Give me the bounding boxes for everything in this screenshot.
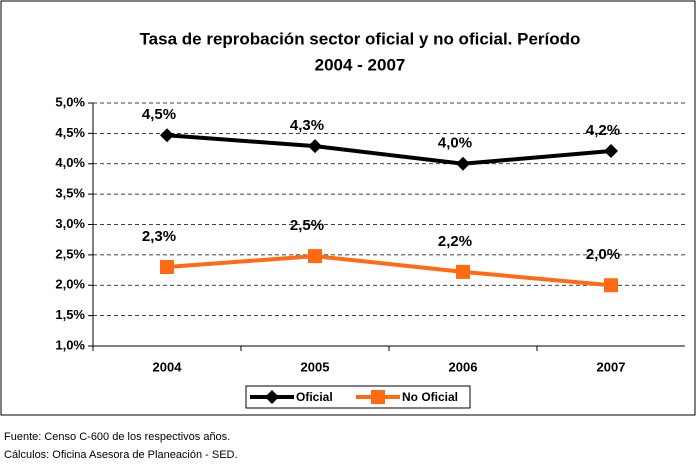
point [160,260,174,275]
source-note: Fuente: Censo C-600 de los respectivos a… [4,431,230,443]
data-label: 2,0% [586,246,620,263]
data-label: 4,3% [290,117,324,134]
y-tick-label: 1,0% [55,337,85,352]
chart-title: 2004 - 2007 [315,55,406,74]
data-label: 4,5% [142,106,176,123]
chart-title: Tasa de reprobación sector oficial y no … [140,29,581,48]
y-tick-label: 2,0% [55,277,85,292]
y-tick-label: 3,0% [55,216,85,231]
point [160,128,174,143]
data-label: 4,2% [586,122,620,139]
point [308,139,322,154]
x-tick-label: 2005 [301,359,330,374]
y-tick-label: 4,0% [55,155,85,170]
data-label: 4,0% [438,135,472,152]
source-note: Cálculos: Oficina Asesora de Planeación … [4,449,238,461]
legend-label: Oficial [296,390,333,404]
y-tick-label: 5,0% [55,94,85,109]
series-line [166,254,612,288]
x-tick-label: 2004 [153,359,183,374]
y-tick-label: 2,5% [55,246,85,261]
x-tick-label: 2007 [597,359,626,374]
x-tick-label: 2006 [449,359,478,374]
point [456,156,470,171]
point [604,143,618,158]
point [308,249,322,264]
legend-marker [265,390,279,404]
y-tick-label: 1,5% [55,307,85,322]
y-tick-label: 4,5% [55,125,85,140]
point [456,264,470,279]
legend-marker [371,390,385,404]
series-line [166,133,612,166]
data-label: 2,2% [438,233,472,250]
point [604,278,618,293]
data-label: 2,3% [142,228,176,245]
data-label: 2,5% [290,217,324,234]
y-tick-label: 3,5% [55,186,85,201]
legend-label: No Oficial [402,390,458,404]
